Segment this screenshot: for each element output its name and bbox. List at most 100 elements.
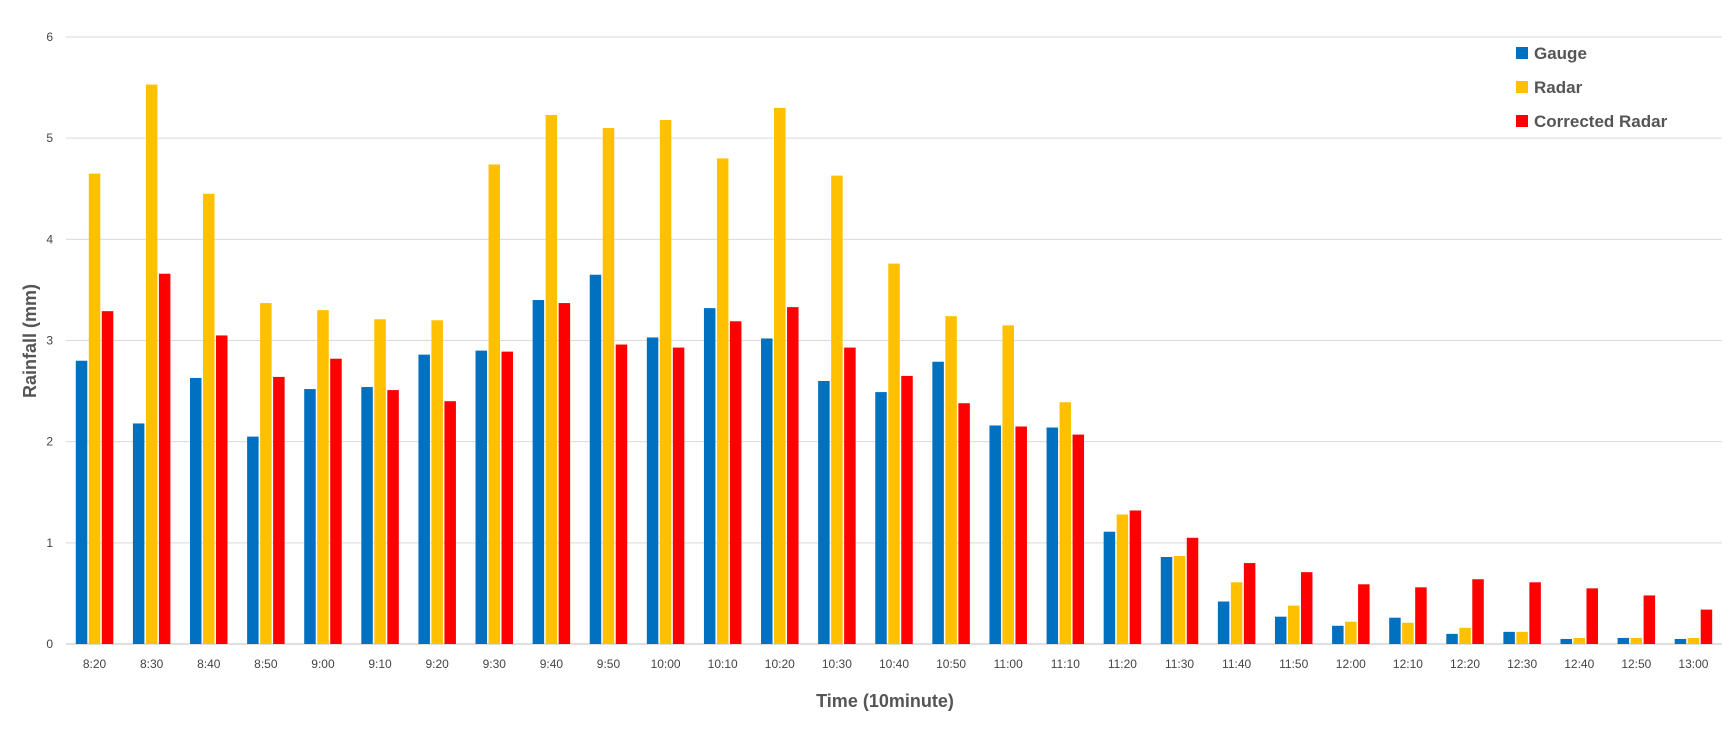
legend: Gauge Radar Corrected Radar	[1516, 44, 1668, 131]
x-tick-label: 9:10	[368, 657, 392, 671]
bar-radar	[145, 84, 158, 644]
bar-radar	[945, 316, 957, 644]
bar-corrected-radar	[958, 403, 970, 644]
x-tick-label: 11:20	[1108, 657, 1137, 671]
bar-radar	[659, 119, 672, 644]
bar-radar	[488, 164, 501, 644]
bar-corrected-radar	[1129, 510, 1142, 644]
bar-radar	[1002, 325, 1014, 644]
bar-radar	[1402, 622, 1414, 644]
bars	[75, 84, 1713, 645]
bar-gauge	[1560, 638, 1572, 644]
bar-gauge	[989, 425, 1001, 644]
bar-corrected-radar	[1186, 537, 1199, 644]
bar-radar	[1573, 637, 1585, 644]
bar-radar	[545, 114, 558, 645]
bar-gauge	[761, 338, 773, 644]
bar-gauge	[1046, 427, 1059, 644]
bar-corrected-radar	[101, 311, 114, 644]
bar-corrected-radar	[729, 321, 742, 644]
x-tick-label: 10:40	[879, 657, 909, 671]
y-tick-label: 2	[46, 435, 53, 449]
x-tick-label: 8:20	[83, 657, 107, 671]
bar-gauge	[818, 380, 830, 644]
legend-swatch	[1516, 115, 1528, 127]
bar-gauge	[304, 389, 316, 644]
y-tick-label: 0	[46, 637, 53, 651]
bar-corrected-radar	[216, 335, 228, 644]
bar-gauge	[1446, 633, 1458, 644]
x-tick-label: 11:50	[1279, 657, 1308, 671]
bar-radar	[317, 310, 329, 644]
bar-corrected-radar	[1586, 588, 1598, 644]
bar-gauge	[1674, 638, 1687, 644]
x-tick-label: 10:00	[651, 657, 681, 671]
bar-radar	[1059, 402, 1072, 644]
bar-corrected-radar	[615, 344, 628, 644]
bar-gauge	[1217, 601, 1230, 644]
x-tick-label: 10:20	[765, 657, 795, 671]
bar-radar	[88, 173, 101, 644]
bar-corrected-radar	[558, 303, 571, 644]
bar-radar	[1287, 605, 1300, 644]
bar-corrected-radar	[1472, 579, 1484, 644]
bar-gauge	[646, 337, 659, 644]
y-tick-label: 6	[46, 30, 53, 44]
bar-radar	[1345, 621, 1357, 644]
bar-radar	[1687, 637, 1700, 644]
bar-radar	[1459, 627, 1471, 644]
x-tick-label: 12:10	[1393, 657, 1423, 671]
x-tick-label: 9:00	[311, 657, 335, 671]
bar-corrected-radar	[1700, 609, 1713, 644]
x-tick-label: 9:30	[483, 657, 507, 671]
bar-gauge	[475, 350, 488, 644]
bar-gauge	[932, 361, 944, 644]
bar-corrected-radar	[1529, 582, 1541, 644]
bar-gauge	[190, 377, 202, 644]
bar-radar	[831, 175, 843, 644]
bar-gauge	[532, 300, 545, 644]
bar-gauge	[1503, 631, 1515, 644]
bar-corrected-radar	[501, 351, 514, 644]
x-tick-label: 8:40	[197, 657, 221, 671]
bar-corrected-radar	[1300, 572, 1313, 644]
bar-corrected-radar	[330, 358, 342, 644]
bar-corrected-radar	[1643, 595, 1656, 644]
x-tick-label: 8:50	[254, 657, 278, 671]
y-tick-label: 1	[46, 536, 53, 550]
x-tick-label: 11:30	[1165, 657, 1194, 671]
bar-corrected-radar	[1072, 434, 1085, 644]
bar-gauge	[1617, 637, 1630, 644]
bar-radar	[1630, 637, 1643, 644]
bar-gauge	[1332, 625, 1344, 644]
bar-corrected-radar	[672, 347, 685, 644]
y-tick-label: 3	[46, 334, 53, 348]
bar-radar	[1116, 514, 1129, 644]
bar-gauge	[1103, 531, 1116, 644]
x-tick-label: 12:30	[1507, 657, 1537, 671]
bar-radar	[602, 128, 615, 645]
bar-corrected-radar	[273, 376, 285, 644]
bar-gauge	[75, 360, 88, 644]
bar-corrected-radar	[787, 307, 799, 644]
bar-corrected-radar	[1415, 587, 1427, 644]
y-tick-label: 5	[46, 131, 53, 145]
bar-gauge	[361, 387, 373, 644]
x-tick-label: 11:40	[1222, 657, 1251, 671]
bar-corrected-radar	[1243, 563, 1256, 644]
x-tick-label: 10:30	[822, 657, 852, 671]
bar-radar	[1230, 582, 1243, 644]
bar-gauge	[1160, 556, 1173, 644]
legend-swatch	[1516, 47, 1528, 59]
bar-corrected-radar	[158, 273, 171, 644]
legend-label: Gauge	[1534, 44, 1587, 63]
bar-radar	[260, 303, 272, 644]
bar-corrected-radar	[844, 347, 856, 644]
bar-radar	[716, 158, 729, 644]
bar-corrected-radar	[1358, 584, 1370, 644]
bar-corrected-radar	[901, 375, 913, 644]
x-tick-label: 12:40	[1564, 657, 1594, 671]
bar-gauge	[875, 392, 887, 644]
bar-radar	[888, 263, 900, 644]
